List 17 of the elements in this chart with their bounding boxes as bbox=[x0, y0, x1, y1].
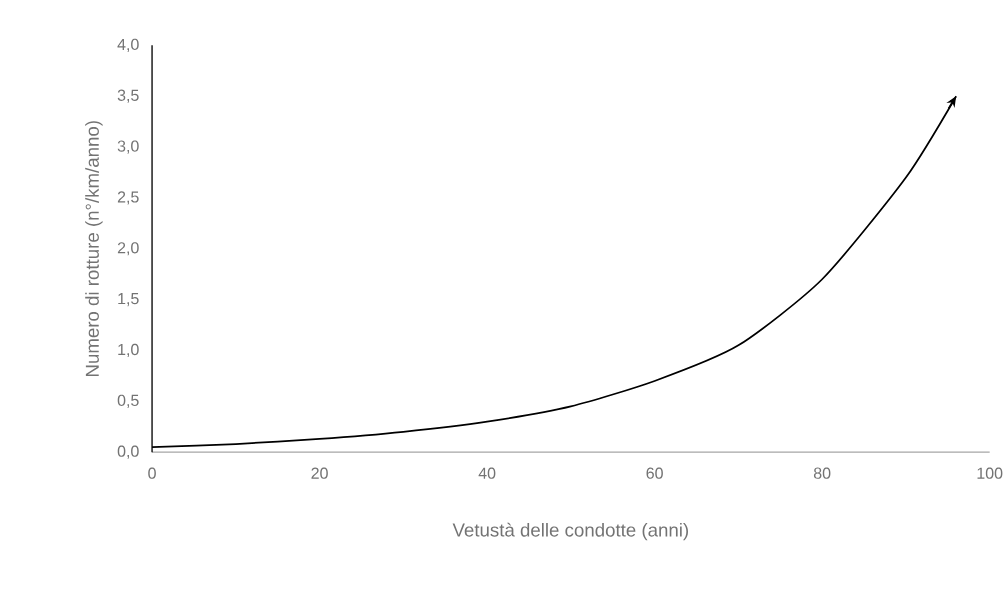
x-tick-label: 40 bbox=[478, 467, 496, 480]
y-tick-label: 3,0 bbox=[117, 140, 139, 154]
x-tick-label: 80 bbox=[813, 467, 831, 480]
x-tick-label: 100 bbox=[977, 467, 1003, 480]
y-tick-label: 0,5 bbox=[117, 394, 139, 409]
y-tick-label: 3,5 bbox=[117, 89, 139, 104]
y-tick-label: 2,5 bbox=[117, 191, 139, 205]
x-tick-label: 0 bbox=[148, 467, 156, 480]
y-tick-label: 0,0 bbox=[117, 445, 139, 459]
y-tick-label: 4,0 bbox=[117, 38, 139, 53]
y-tick-label: 1,0 bbox=[118, 344, 139, 358]
y-tick-label: 1,5 bbox=[118, 293, 139, 307]
x-tick-label: 20 bbox=[311, 467, 328, 480]
x-axis-title: Vetustà delle condotte (anni) bbox=[452, 522, 688, 541]
x-tick-label: 60 bbox=[646, 467, 663, 480]
y-axis-title: Numero di rotture (n°/km/anno) bbox=[85, 121, 103, 377]
y-tick-label: 2,0 bbox=[117, 242, 139, 256]
